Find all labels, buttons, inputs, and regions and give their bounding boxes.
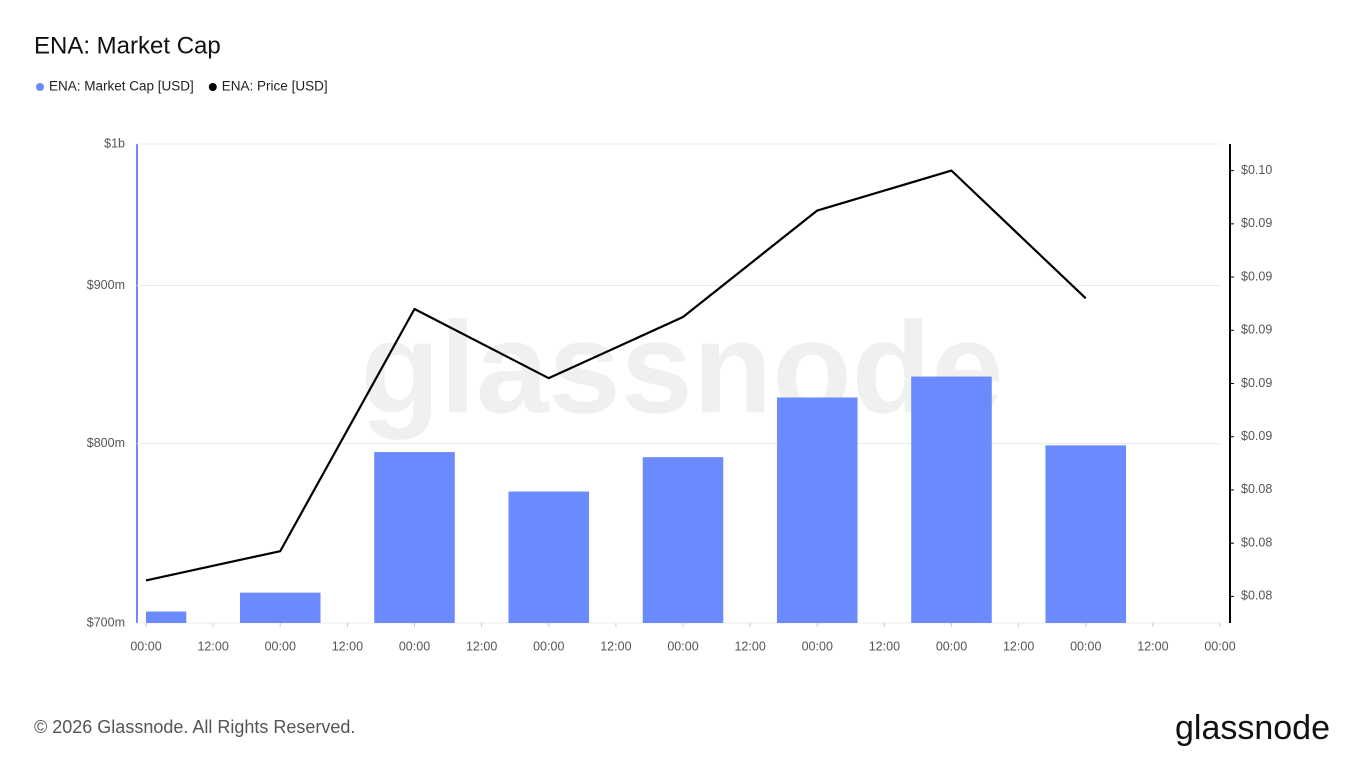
x-tick-label: 00:00 [1204, 639, 1235, 653]
x-tick-label: 00:00 [265, 639, 296, 653]
y-tick-label: $900m [87, 278, 125, 292]
x-tick-label: 00:00 [802, 639, 833, 653]
x-tick-label: 00:00 [936, 639, 967, 653]
bar [239, 592, 321, 623]
x-tick-label: 12:00 [1137, 639, 1168, 653]
y2-tick-label: $0.08 [1241, 482, 1272, 496]
copyright: © 2026 Glassnode. All Rights Reserved. [34, 717, 355, 737]
legend-label: ENA: Price [USD] [222, 79, 328, 94]
y2-tick-label: $0.09 [1241, 216, 1272, 230]
chart-title: ENA: Market Cap [34, 32, 221, 59]
x-tick-label: 00:00 [1070, 639, 1101, 653]
bar [642, 457, 724, 623]
y-tick-label: $700m [87, 615, 125, 629]
bar-series [146, 376, 1127, 623]
y2-tick-label: $0.09 [1241, 323, 1272, 337]
y2-tick-label: $0.09 [1241, 429, 1272, 443]
x-tick-label: 00:00 [399, 639, 430, 653]
bar [374, 452, 455, 623]
legend: ENA: Market Cap [USD] ENA: Price [USD] [36, 79, 328, 94]
y2-tick-label: $0.09 [1241, 376, 1272, 390]
y2-tick-label: $0.09 [1241, 269, 1272, 283]
watermark: glassnode [361, 294, 1004, 440]
x-tick-label: 00:00 [130, 639, 161, 653]
bar [776, 397, 858, 623]
y2-tick-label: $0.10 [1241, 163, 1272, 177]
bar [911, 376, 992, 623]
x-tick-label: 12:00 [600, 639, 631, 653]
legend-marker [208, 83, 217, 91]
x-tick-label: 12:00 [197, 639, 228, 653]
logo: glassnode [1175, 709, 1330, 747]
bar [146, 611, 187, 623]
x-tick-label: 12:00 [734, 639, 765, 653]
y2-tick-label: $0.08 [1241, 589, 1272, 603]
x-tick-label: 12:00 [466, 639, 497, 653]
x-tick-label: 00:00 [667, 639, 698, 653]
y-tick-label: $800m [87, 436, 125, 450]
legend-marker [36, 83, 44, 91]
x-tick-label: 00:00 [533, 639, 564, 653]
bar [1045, 445, 1127, 623]
bar [508, 491, 590, 623]
y-tick-label: $1b [104, 136, 125, 150]
x-tick-label: 12:00 [332, 639, 363, 653]
legend-label: ENA: Market Cap [USD] [49, 79, 194, 94]
y2-tick-label: $0.08 [1241, 535, 1272, 549]
x-tick-label: 12:00 [869, 639, 900, 653]
x-tick-label: 12:00 [1003, 639, 1034, 653]
line [145, 169, 1087, 582]
